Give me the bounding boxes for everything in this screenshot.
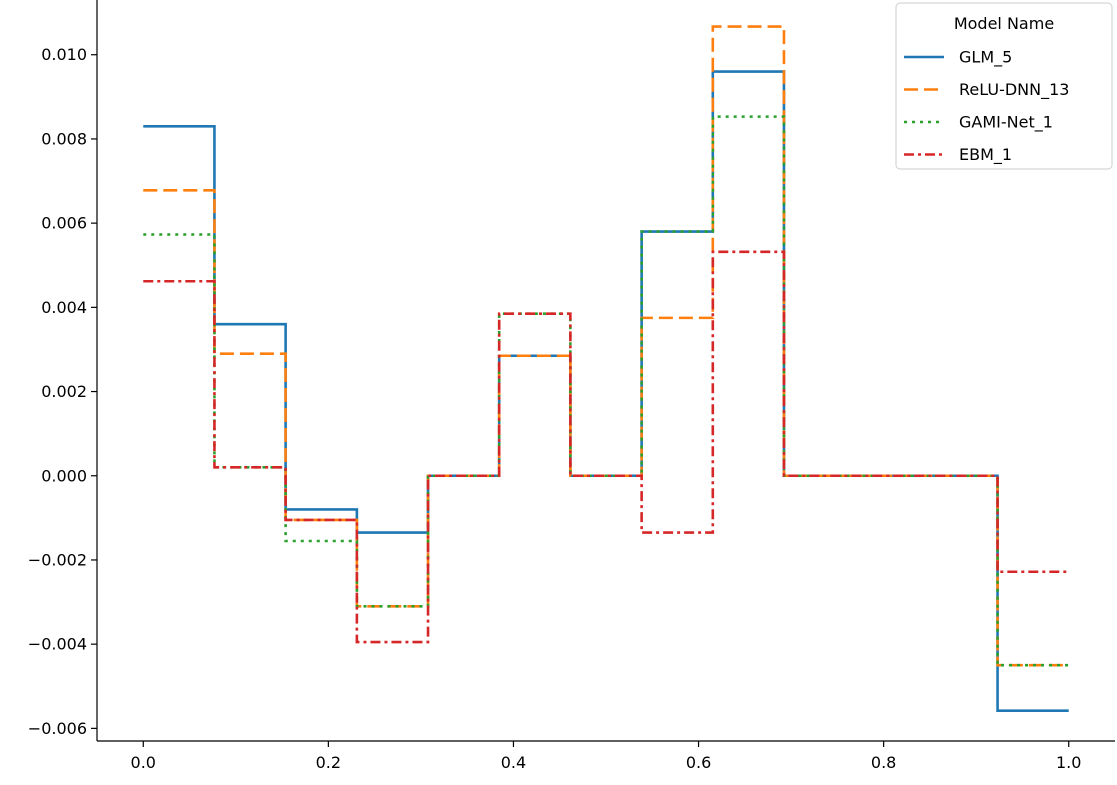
y-tick-label: −0.004	[28, 635, 87, 654]
y-tick-label: 0.000	[41, 466, 87, 485]
x-tick-label: 0.0	[131, 753, 156, 772]
x-tick-label: 1.0	[1056, 753, 1081, 772]
legend-box	[895, 2, 1113, 170]
legend-label: ReLU-DNN_13	[959, 80, 1069, 100]
axes: −0.006 −0.004 −0.002 0.000 0.002 0.004 0.006 0.…	[28, 0, 1115, 772]
plot-lines	[143, 25, 1069, 712]
y-tick-label: −0.006	[28, 719, 87, 738]
y-tick-label: 0.002	[41, 382, 87, 401]
y-tick-label: 0.004	[41, 298, 87, 317]
series-line	[143, 115, 1069, 667]
legend-label: GLM_5	[959, 48, 1012, 68]
y-tick-label: −0.002	[28, 550, 87, 569]
legend-label: EBM_1	[959, 145, 1012, 165]
y-tick-label: 0.006	[41, 214, 87, 233]
series-line	[143, 250, 1069, 644]
y-tick-label: 0.008	[41, 129, 87, 148]
x-tick-label: 0.4	[501, 753, 526, 772]
legend: Model Name GLM_5 ReLU-DNN_13 GAMI-Net_1 EBM_…	[895, 2, 1113, 170]
x-tick-label: 0.6	[686, 753, 711, 772]
y-tick-label: 0.010	[41, 45, 87, 64]
x-tick-label: 0.8	[871, 753, 896, 772]
x-tick-label: 0.2	[316, 753, 341, 772]
legend-title: Model Name	[954, 14, 1054, 33]
legend-label: GAMI-Net_1	[959, 113, 1053, 133]
